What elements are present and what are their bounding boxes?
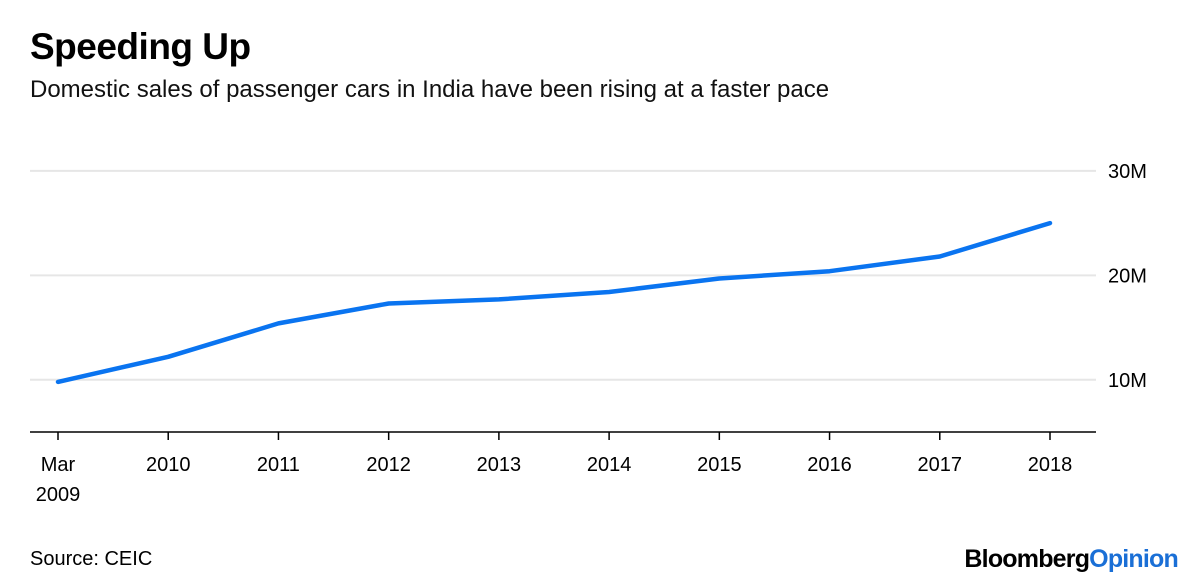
x-tick-label: 2010 [146,454,191,476]
x-tick-label: 2015 [697,454,742,476]
series-line-0 [55,220,1053,385]
x-tick-label: 2014 [587,454,632,476]
y-tick-label: 10M [1108,370,1147,392]
x-tick-label: 2012 [366,454,411,476]
y-tick-label: 30M [1108,161,1147,183]
chart-subtitle: Domestic sales of passenger cars in Indi… [30,76,830,103]
x-tick-label-line2: 2009 [36,484,81,506]
x-tick-label: 2018 [1028,454,1073,476]
y-tick-label: 20M [1108,265,1147,287]
brand-logo-part1: Bloomberg [964,545,1090,573]
brand-logo-part2: Opinion [1089,545,1179,573]
chart-title: Speeding Up [30,26,251,67]
x-axis: Mar 2009 2010 2011 2012 2013 2014 2015 2016 2017 2… [30,431,1096,506]
x-tick-label: 2017 [918,454,963,476]
brand-logo: BloombergOpinion [964,545,1178,574]
y-axis-labels: 10M 20M 30M [1108,161,1147,392]
x-tick-label: 2011 [257,454,300,476]
x-tick-label: 2013 [477,454,522,476]
gridlines [30,169,1096,381]
source-note: Source: CEIC [30,548,153,570]
series-layer [55,220,1053,385]
x-tick-label: 2016 [807,454,852,476]
x-tick-label: Mar [41,454,76,476]
